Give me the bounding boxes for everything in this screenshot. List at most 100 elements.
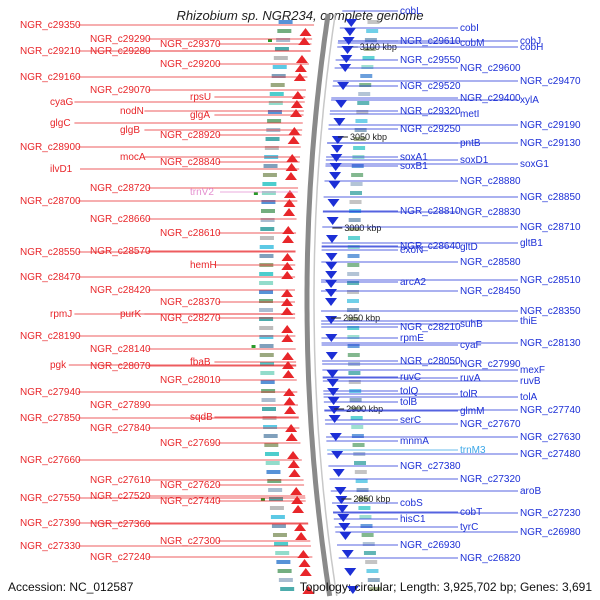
cog-bar xyxy=(347,299,360,303)
cog-bar xyxy=(347,272,360,276)
cog-bar xyxy=(259,254,274,258)
reverse-cds-arrow xyxy=(325,316,338,324)
gene-label: glmM xyxy=(460,406,484,417)
gene-label: cobI xyxy=(460,23,479,34)
gene-label: NGR_c27610 xyxy=(90,475,151,486)
backbone-outer xyxy=(304,13,333,597)
genome-summary: Topology: circular; Length: 3,925,702 bp… xyxy=(299,580,592,594)
cog-bar xyxy=(265,461,280,465)
gene-label: NGR_c28130 xyxy=(520,338,581,349)
forward-cds-arrow xyxy=(284,172,297,180)
gene-label: NGR_c28920 xyxy=(160,130,221,141)
reverse-cds-arrow xyxy=(325,253,338,261)
cog-bar xyxy=(349,398,362,402)
gene-label: tolB xyxy=(400,397,418,408)
gene-label: NGR_c27890 xyxy=(90,400,151,411)
cog-bar xyxy=(354,461,367,465)
gene-label: NGR_c28900 xyxy=(20,142,81,153)
reverse-cds-arrow xyxy=(328,415,341,423)
reverse-cds-arrow xyxy=(329,163,342,171)
gene-label: pntB xyxy=(460,138,481,149)
gene-label: purK xyxy=(120,309,141,320)
cog-bar xyxy=(354,128,367,132)
gene-label: serC xyxy=(400,415,421,426)
cog-bar xyxy=(269,506,284,510)
gene-label: NGR_c28270 xyxy=(160,313,221,324)
marker xyxy=(251,345,256,348)
forward-cds-arrow xyxy=(283,208,296,216)
gene-label: NGR_c27320 xyxy=(460,474,521,485)
reverse-cds-arrow xyxy=(326,217,339,225)
gene-label: NGR_c28420 xyxy=(90,285,151,296)
reverse-cds-arrow xyxy=(339,532,352,540)
gene-label: gltB1 xyxy=(520,238,543,249)
cog-bar xyxy=(259,326,274,330)
forward-cds-arrow xyxy=(291,91,304,99)
gene-label: NGR_c28190 xyxy=(20,331,81,342)
gene-label: NGR_c26980 xyxy=(520,527,581,538)
gene-label: tolR xyxy=(460,389,478,400)
gene-label: NGR_c28370 xyxy=(160,297,221,308)
gene-label: NGR_c28140 xyxy=(90,344,151,355)
forward-cds-arrow xyxy=(290,487,303,495)
cog-bar xyxy=(277,29,292,33)
forward-cds-arrow xyxy=(294,523,307,531)
forward-cds-arrow xyxy=(287,136,300,144)
cog-bar xyxy=(259,308,274,312)
cog-bar xyxy=(259,353,274,357)
forward-cds-arrow xyxy=(288,127,301,135)
gene-label: NGR_c27630 xyxy=(520,432,581,443)
forward-cds-arrow xyxy=(290,109,303,117)
gene-label: NGR_c28550 xyxy=(20,247,81,258)
cog-bar xyxy=(361,533,374,537)
cog-bar xyxy=(347,281,360,285)
cog-bar xyxy=(348,227,361,231)
gene-label: cobH xyxy=(520,42,543,53)
gene-label: rpsU xyxy=(190,92,211,103)
cog-bar xyxy=(270,515,285,519)
right-gene-labels: cobL cobI cobJ NGR_c29610 cobM cobH NGR_c29550… xyxy=(321,6,581,564)
gene-label: NGR_c28510 xyxy=(520,275,581,286)
reverse-cds-arrow xyxy=(333,118,346,126)
reverse-cds-arrow xyxy=(340,55,353,63)
cog-bar xyxy=(262,173,277,177)
gene-label: suhB xyxy=(460,319,483,330)
gene-label: cobL xyxy=(400,6,422,17)
forward-cds-arrow xyxy=(298,559,311,567)
reverse-cds-arrow xyxy=(345,19,358,27)
cog-bar xyxy=(262,182,277,186)
cog-bar xyxy=(260,227,275,231)
forward-cds-arrow xyxy=(285,163,298,171)
reverse-cds-arrow xyxy=(331,145,344,153)
gene-label: cyaF xyxy=(460,340,482,351)
cog-bar xyxy=(348,218,361,222)
gene-label: NGR_c29160 xyxy=(20,72,81,83)
reverse-cds-arrow xyxy=(343,28,356,36)
reverse-cds-arrow xyxy=(325,271,338,279)
cog-bar xyxy=(260,218,275,222)
gene-label: ruvA xyxy=(460,373,481,384)
gene-label: tyrC xyxy=(460,522,478,533)
cog-bar xyxy=(259,299,274,303)
cog-bar xyxy=(364,38,377,42)
cog-bar xyxy=(347,317,360,321)
reverse-cds-arrow xyxy=(326,370,339,378)
cog-bar xyxy=(278,20,293,24)
gene-label: NGR_c28010 xyxy=(160,375,221,386)
cog-bar xyxy=(351,173,364,177)
cog-bar xyxy=(353,146,366,150)
cog-bar xyxy=(259,236,274,240)
cog-bar xyxy=(348,371,361,375)
gene-label: trnV2 xyxy=(190,187,214,198)
cog-bar xyxy=(272,533,287,537)
cog-bar xyxy=(263,425,278,429)
cog-bar xyxy=(269,497,284,501)
gene-label: NGR_c27360 xyxy=(90,519,151,530)
gene-label: ilvD1 xyxy=(50,164,73,175)
cog-bar xyxy=(348,380,361,384)
gene-label: NGR_c29250 xyxy=(400,124,461,135)
gene-label: NGR_c27850 xyxy=(20,413,81,424)
reverse-cds-arrow xyxy=(327,397,340,405)
cog-bar xyxy=(361,65,374,69)
